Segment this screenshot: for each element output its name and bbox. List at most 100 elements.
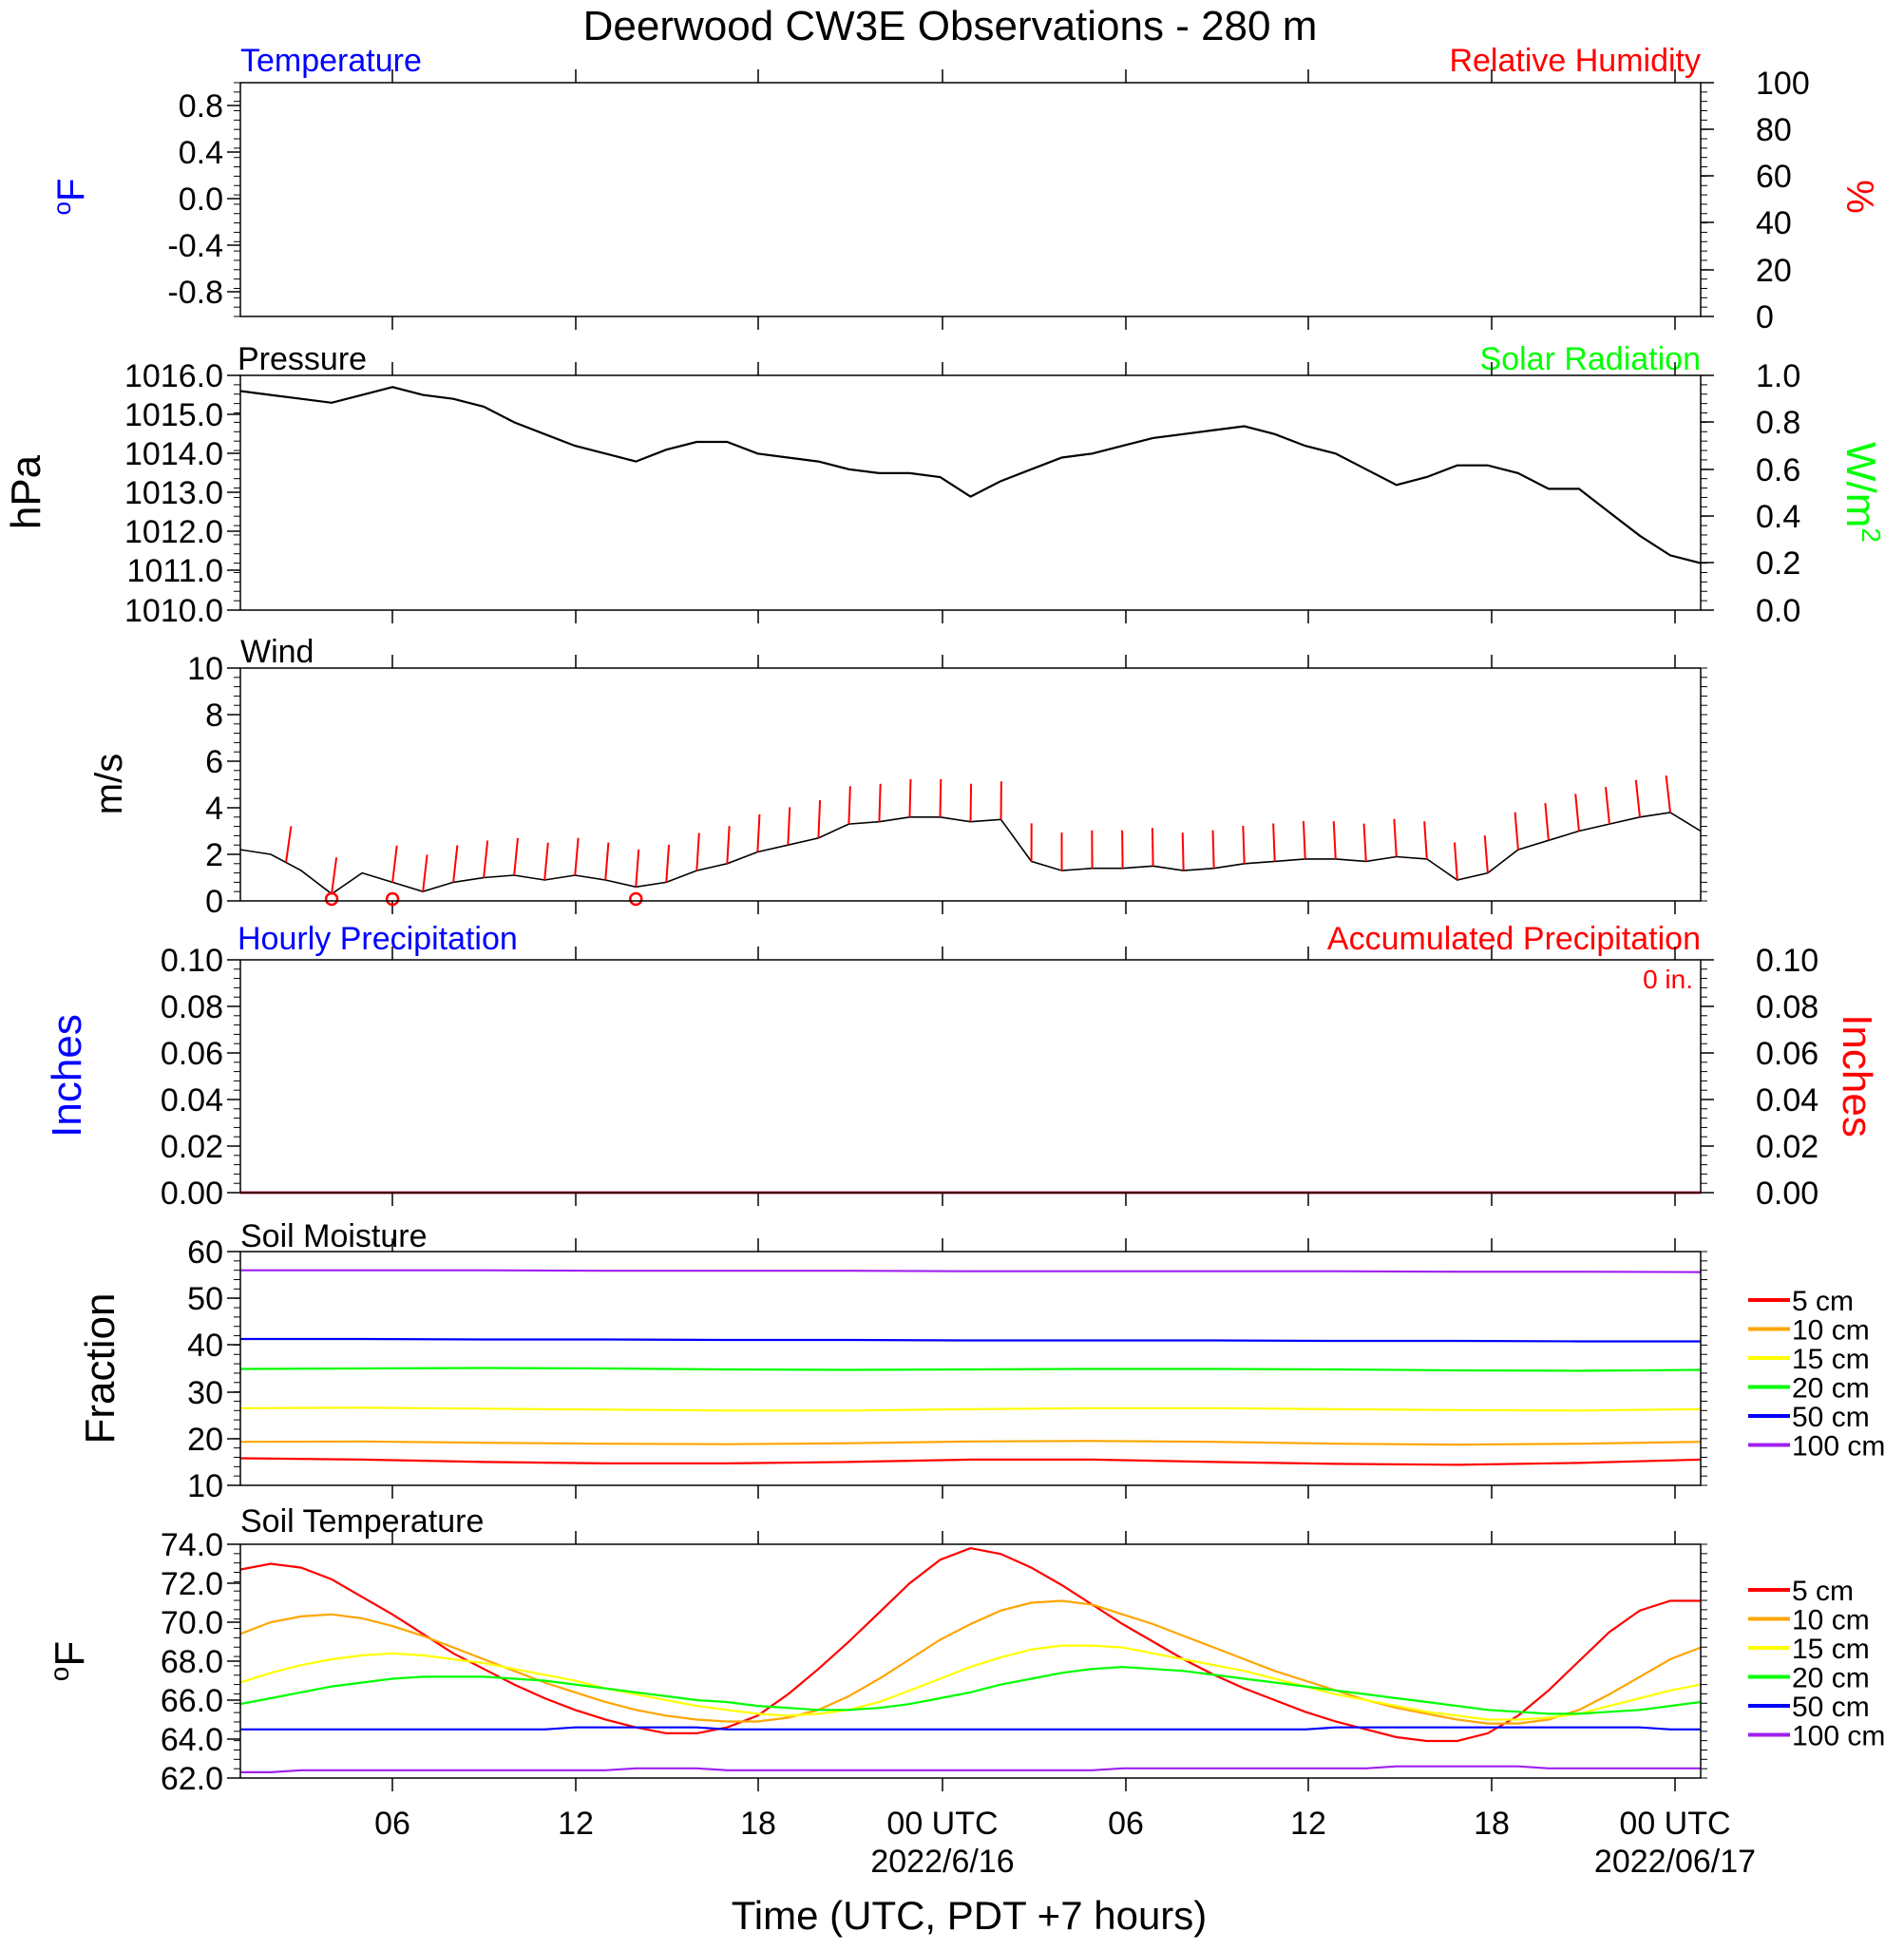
y2-tick-label: 0.0 <box>1756 593 1800 629</box>
wind-barb <box>391 845 398 883</box>
y-tick-label: -0.8 <box>167 275 223 311</box>
y2-tick-label: 20 <box>1756 253 1792 289</box>
legend-label: 5 cm <box>1792 1576 1854 1607</box>
y2-tick-label: 0.02 <box>1756 1129 1818 1165</box>
y2-tick-label: 0.8 <box>1756 405 1800 441</box>
y-tick-label: 1014.0 <box>124 436 223 472</box>
precip-axis-ticks: 0.10 0.08 0.06 0.04 0.02 0.00 0.10 0.08 0.06 0.04… <box>161 943 1818 1212</box>
wind-barb <box>1483 835 1489 873</box>
temperature-plot-area <box>239 82 1702 317</box>
legend-label: 50 cm <box>1792 1692 1870 1723</box>
wind-barb <box>1272 823 1276 862</box>
y2-tick-label: 60 <box>1756 159 1792 195</box>
wind-barb <box>543 842 549 881</box>
hourly-precip-title: Hourly Precipitation <box>238 921 518 957</box>
soil-temp-line <box>239 1599 1702 1725</box>
y2-tick-label: 0.4 <box>1756 499 1800 535</box>
y-tick-label: 40 <box>187 1328 223 1364</box>
soil-temp-series <box>239 1546 1702 1774</box>
wind-barb <box>1605 787 1610 825</box>
y2-tick-label: 0.04 <box>1756 1082 1818 1119</box>
soil-temp-line <box>239 1546 1701 1743</box>
x-axis-label: Time (UTC, PDT +7 hours) <box>732 1893 1208 1938</box>
wind-barb <box>1393 818 1398 857</box>
temperature-axis-ticks: 0.8 0.4 0.0 -0.4 -0.8 100 80 60 40 20 0 <box>167 66 1809 335</box>
y-tick-label: -0.4 <box>167 228 223 264</box>
y-tick-label: 2 <box>205 837 223 873</box>
y-tick-label: 1010.0 <box>124 593 223 629</box>
wind-barb <box>1514 812 1519 851</box>
legend-label: 50 cm <box>1792 1402 1870 1433</box>
legend-label: 5 cm <box>1792 1286 1854 1317</box>
soil-temp-line <box>240 1726 1701 1731</box>
y-tick-label: 0.4 <box>179 135 223 171</box>
y2-tick-label: 0 <box>1756 299 1774 335</box>
wind-barb <box>1302 821 1306 859</box>
wind-barb <box>695 832 700 871</box>
soil-moisture-line <box>239 1440 1702 1446</box>
humidity-unit: % <box>1838 180 1880 214</box>
y-tick-label: 1011.0 <box>127 553 223 589</box>
wind-barb <box>1574 794 1580 832</box>
y-tick-label: 20 <box>187 1422 223 1458</box>
y-tick-label: 0 <box>205 884 223 920</box>
soil-moisture-plot-area <box>239 1251 1702 1486</box>
y-tick-label: 0.8 <box>179 88 223 124</box>
pressure-series <box>239 386 1702 564</box>
soil-moisture-panel: Soil Moisture Fraction 60 50 40 30 20 10 5 cm… <box>77 1218 1885 1504</box>
wind-barb <box>1151 828 1154 867</box>
wind-barb <box>1634 779 1641 817</box>
x-tick-label: 18 <box>1474 1806 1510 1842</box>
y2-tick-label: 0.6 <box>1756 452 1800 488</box>
humidity-title: Relative Humidity <box>1449 43 1701 79</box>
wind-barb <box>422 854 428 892</box>
soil-temp-panel: Soil Temperature oF 74.072.070.068.066.0… <box>45 1503 1885 1797</box>
y2-tick-label: 0.00 <box>1756 1176 1818 1212</box>
legend-label: 15 cm <box>1792 1344 1870 1375</box>
soil-temp-line <box>239 1644 1702 1721</box>
y-tick-label: 1015.0 <box>124 397 223 433</box>
y2-tick-label: 100 <box>1756 66 1810 102</box>
soil-moisture-series <box>239 1269 1702 1466</box>
y2-tick-label: 0.06 <box>1756 1036 1818 1072</box>
wind-barb <box>1332 821 1337 859</box>
wind-barb <box>726 826 731 864</box>
temperature-panel: Temperature Relative Humidity oF % 0.80.… <box>48 43 1880 335</box>
wind-barb <box>787 807 791 846</box>
soil-temp-axis-ticks: 74.072.070.068.066.064.062.0 <box>161 1527 1707 1797</box>
y-tick-label: 74.0 <box>161 1527 223 1563</box>
soil-temp-plot-area <box>239 1543 1702 1779</box>
x-tick-label: 12 <box>1290 1806 1326 1842</box>
soil-temp-line <box>240 1765 1701 1774</box>
y-tick-label: 6 <box>205 744 223 780</box>
y-tick-label: 30 <box>187 1375 223 1411</box>
wind-barb <box>1423 821 1428 859</box>
precip-plot-area <box>239 959 1702 1194</box>
precip-panel: Hourly Precipitation Accumulated Precipi… <box>44 921 1880 1212</box>
wind-barb <box>1242 825 1246 864</box>
wind-axis-ticks: 10 8 6 4 2 0 <box>187 651 1707 920</box>
temperature-unit: oF <box>48 179 92 216</box>
wind-barb <box>513 837 519 876</box>
y-tick-label: 64.0 <box>161 1722 223 1758</box>
y2-tick-label: 0.10 <box>1756 943 1818 979</box>
y-tick-label: 0.08 <box>161 989 223 1025</box>
soil-moisture-line <box>239 1367 1702 1372</box>
y-tick-label: 0.10 <box>161 943 223 979</box>
hourly-precip-unit: Inches <box>44 1014 90 1138</box>
y-tick-label: 0.02 <box>161 1129 223 1165</box>
x-tick-date: 2022/06/17 <box>1594 1844 1756 1880</box>
y-tick-label: 1016.0 <box>124 358 223 394</box>
wind-barb <box>1453 842 1458 881</box>
y2-tick-label: 0.2 <box>1756 545 1800 582</box>
y-tick-label: 60 <box>187 1234 223 1271</box>
wind-barb <box>1544 802 1550 841</box>
wind-barb <box>817 799 822 838</box>
wind-barb <box>969 783 973 822</box>
y2-tick-label: 40 <box>1756 205 1792 241</box>
pressure-title: Pressure <box>238 341 367 377</box>
pressure-plot-area <box>239 374 1702 611</box>
